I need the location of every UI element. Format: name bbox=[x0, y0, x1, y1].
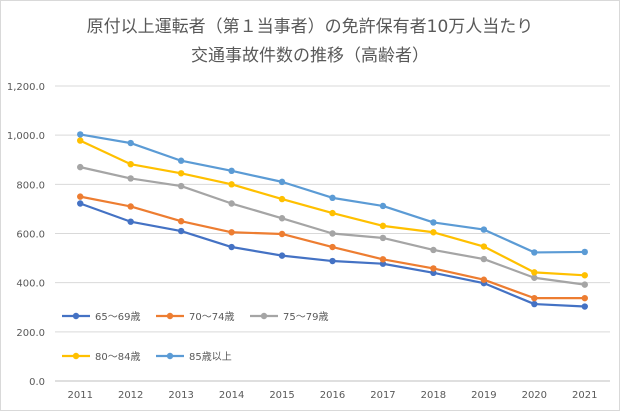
legend-label: 80～84歳 bbox=[95, 351, 140, 363]
data-point bbox=[480, 255, 488, 263]
data-point bbox=[278, 195, 286, 203]
data-point bbox=[430, 265, 437, 272]
data-point bbox=[77, 200, 84, 207]
x-tick-label: 2017 bbox=[370, 390, 395, 401]
y-tick-label: 400.0 bbox=[16, 279, 45, 290]
data-point bbox=[329, 230, 336, 237]
legend-marker bbox=[166, 352, 174, 360]
data-point bbox=[379, 234, 387, 242]
data-point bbox=[177, 170, 185, 177]
legend-label: 65～69歳 bbox=[95, 311, 140, 323]
chart-title-line-2: 交通事故件数の推移（高齢者） bbox=[191, 46, 429, 66]
x-tick-label: 2011 bbox=[68, 390, 93, 401]
y-tick-label: 200.0 bbox=[16, 328, 45, 339]
chart-title-line-1: 原付以上運転者（第１当事者）の免許保有者10万人当たり bbox=[86, 17, 534, 37]
data-point bbox=[430, 219, 437, 226]
data-point bbox=[228, 229, 235, 236]
data-point bbox=[379, 260, 387, 267]
data-point bbox=[228, 243, 235, 251]
series-line-4 bbox=[79, 139, 585, 277]
data-point bbox=[531, 294, 538, 302]
y-tick-label: 1,200.0 bbox=[7, 82, 45, 93]
x-tick-label: 2021 bbox=[572, 390, 597, 401]
data-point bbox=[329, 209, 336, 217]
data-point bbox=[581, 281, 588, 288]
data-point bbox=[480, 243, 488, 250]
data-point bbox=[177, 227, 185, 235]
legend-label: 85歳以上 bbox=[189, 351, 232, 363]
y-tick-label: 1,000.0 bbox=[7, 131, 45, 142]
data-point bbox=[480, 276, 488, 283]
x-tick-label: 2016 bbox=[320, 390, 345, 401]
data-point bbox=[329, 243, 336, 251]
data-point bbox=[127, 160, 134, 168]
legend-label: 70～74歳 bbox=[189, 311, 234, 323]
data-point bbox=[581, 303, 588, 310]
data-point bbox=[379, 256, 387, 263]
data-point bbox=[278, 178, 286, 186]
x-tick-label: 2013 bbox=[168, 390, 193, 401]
data-point bbox=[278, 230, 286, 238]
data-point bbox=[228, 200, 235, 207]
x-tick-label: 2018 bbox=[421, 390, 446, 401]
x-tick-label: 2019 bbox=[471, 390, 496, 401]
data-point bbox=[329, 257, 336, 265]
x-tick-label: 2012 bbox=[118, 390, 143, 401]
data-point bbox=[531, 274, 538, 281]
legend-marker bbox=[72, 352, 80, 360]
y-tick-label: 800.0 bbox=[16, 180, 45, 191]
data-point bbox=[77, 193, 84, 200]
legend-label: 75～79歳 bbox=[283, 311, 328, 323]
data-point bbox=[278, 215, 286, 222]
data-point bbox=[430, 229, 437, 236]
data-point bbox=[531, 300, 538, 308]
data-point bbox=[127, 203, 134, 210]
data-point bbox=[77, 137, 84, 144]
data-point bbox=[581, 248, 588, 256]
data-point bbox=[581, 272, 588, 279]
data-point bbox=[531, 269, 538, 276]
data-point bbox=[480, 226, 488, 233]
data-point bbox=[379, 202, 387, 210]
data-point bbox=[77, 163, 84, 171]
data-point bbox=[177, 182, 185, 190]
data-point bbox=[329, 194, 336, 202]
data-point bbox=[379, 222, 387, 230]
x-tick-label: 2014 bbox=[219, 390, 244, 401]
series-line-1 bbox=[79, 202, 585, 308]
data-point bbox=[228, 167, 235, 175]
data-point bbox=[177, 157, 185, 164]
data-point bbox=[228, 181, 235, 188]
legend-marker bbox=[72, 312, 80, 320]
y-tick-label: 600.0 bbox=[16, 230, 45, 241]
data-point bbox=[127, 139, 134, 147]
data-point bbox=[77, 131, 84, 138]
data-point bbox=[127, 218, 134, 225]
data-point bbox=[531, 249, 538, 256]
data-point bbox=[127, 175, 134, 182]
data-point bbox=[177, 218, 185, 225]
legend-marker bbox=[166, 312, 174, 320]
data-point bbox=[430, 246, 437, 254]
data-point bbox=[278, 252, 286, 259]
legend-marker bbox=[260, 312, 268, 320]
data-point bbox=[430, 269, 437, 277]
y-tick-label: 0.0 bbox=[29, 377, 45, 388]
data-point bbox=[581, 294, 588, 302]
x-tick-label: 2015 bbox=[269, 390, 294, 401]
x-tick-label: 2020 bbox=[522, 390, 547, 401]
